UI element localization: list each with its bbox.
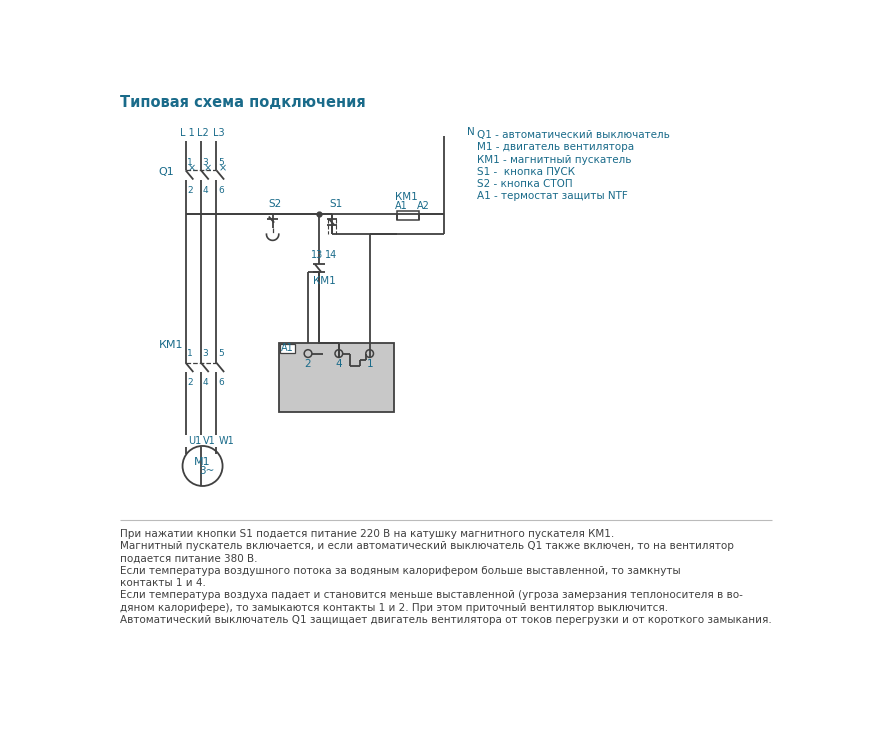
Text: Если температура воздуха падает и становится меньше выставленной (угроза замерза: Если температура воздуха падает и станов…: [120, 590, 742, 600]
Text: 6: 6: [218, 185, 223, 195]
Text: Q1 - автоматический выключатель: Q1 - автоматический выключатель: [477, 130, 669, 140]
Text: ×: ×: [188, 164, 196, 174]
Text: дяном калорифере), то замыкаются контакты 1 и 2. При этом приточный вентилятор в: дяном калорифере), то замыкаются контакт…: [120, 603, 667, 613]
Text: ×: ×: [203, 164, 211, 174]
Text: 2: 2: [304, 359, 311, 370]
Text: 5: 5: [218, 158, 223, 167]
Text: L2: L2: [197, 129, 209, 138]
Text: 4: 4: [202, 378, 208, 387]
Text: A2: A2: [416, 201, 429, 211]
Text: Типовая схема подключения: Типовая схема подключения: [120, 95, 366, 110]
Text: 1: 1: [187, 158, 193, 167]
Text: При нажатии кнопки S1 подается питание 220 В на катушку магнитного пускателя КМ1: При нажатии кнопки S1 подается питание 2…: [120, 528, 614, 539]
Text: подается питание 380 В.: подается питание 380 В.: [120, 554, 257, 563]
Text: S1: S1: [329, 200, 342, 209]
Text: 2: 2: [187, 185, 193, 195]
Text: Автоматический выключатель Q1 защищает двигатель вентилятора от токов перегрузки: Автоматический выключатель Q1 защищает д…: [120, 615, 771, 625]
Text: КМ1: КМ1: [312, 276, 335, 286]
Bar: [278, 343, 394, 412]
Text: V1: V1: [203, 436, 216, 446]
Text: 3: 3: [202, 158, 208, 167]
Text: 4: 4: [202, 185, 208, 195]
Text: Магнитный пускатель включается, и если автоматический выключатель Q1 также включ: Магнитный пускатель включается, и если а…: [120, 541, 733, 551]
Text: 1: 1: [187, 349, 193, 358]
Text: КМ1: КМ1: [158, 340, 183, 350]
Text: M1: M1: [194, 457, 210, 467]
Bar: [279, 344, 295, 353]
Text: 14: 14: [325, 250, 337, 260]
Text: L 1: L 1: [180, 129, 195, 138]
Bar: [397, 211, 419, 220]
Text: S1 -  кнопка ПУСК: S1 - кнопка ПУСК: [477, 167, 574, 177]
Text: ×: ×: [218, 164, 227, 174]
Text: 3: 3: [202, 349, 208, 358]
Text: Если температура воздушного потока за водяным калорифером больше выставленной, т: Если температура воздушного потока за во…: [120, 565, 680, 576]
Text: S2: S2: [269, 200, 282, 209]
Text: 13: 13: [311, 250, 323, 260]
Text: 3~: 3~: [198, 466, 214, 477]
Text: 1: 1: [366, 359, 373, 370]
Text: A1: A1: [281, 343, 294, 353]
Text: W1: W1: [218, 436, 235, 446]
Text: 4: 4: [335, 359, 342, 370]
Text: M1 - двигатель вентилятора: M1 - двигатель вентилятора: [477, 142, 634, 152]
Text: контакты 1 и 4.: контакты 1 и 4.: [120, 578, 206, 588]
Text: КМ1: КМ1: [395, 192, 417, 202]
Text: U1: U1: [188, 436, 201, 446]
Text: A1 - термостат защиты NTF: A1 - термостат защиты NTF: [477, 191, 627, 202]
Text: Q1: Q1: [158, 167, 174, 177]
Text: L3: L3: [212, 129, 224, 138]
Text: 2: 2: [187, 378, 193, 387]
Text: КМ1 - магнитный пускатель: КМ1 - магнитный пускатель: [477, 154, 631, 165]
Text: A1: A1: [395, 201, 408, 211]
Text: S2 - кнопка СТОП: S2 - кнопка СТОП: [477, 179, 573, 189]
Text: N: N: [466, 127, 474, 137]
Text: 5: 5: [218, 349, 223, 358]
Text: 6: 6: [218, 378, 223, 387]
